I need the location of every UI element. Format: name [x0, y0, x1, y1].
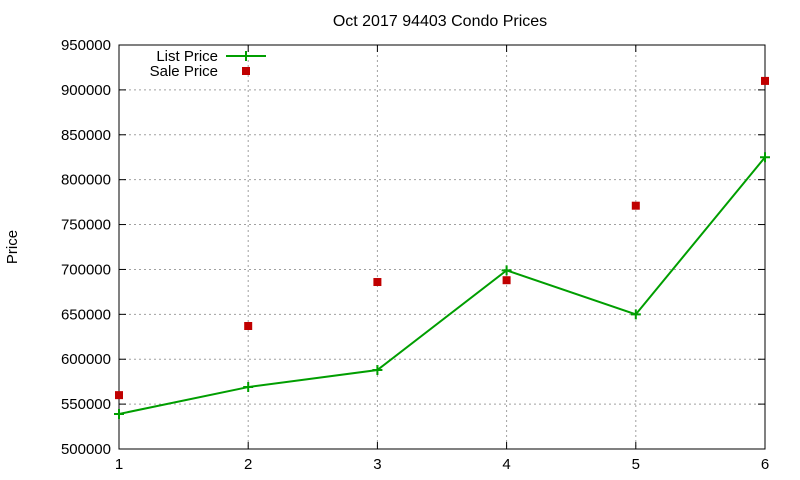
sale-price-point: [373, 278, 382, 287]
y-axis-label: Price: [4, 230, 21, 264]
y-tick-label: 900000: [61, 82, 111, 99]
y-tick-label: 800000: [61, 172, 111, 189]
list-price-point: [243, 382, 254, 393]
y-tick-label: 850000: [61, 127, 111, 144]
x-tick-label: 6: [761, 456, 769, 473]
legend-label-list-price: List Price: [156, 48, 218, 65]
legend-sale-price-marker: [242, 67, 250, 75]
x-tick-label: 2: [244, 456, 252, 473]
x-tick-label: 5: [632, 456, 640, 473]
sale-price-point: [761, 76, 769, 85]
x-tick-label: 1: [115, 456, 123, 473]
x-tick-label: 3: [373, 456, 381, 473]
y-tick-label: 650000: [61, 306, 111, 323]
plot-border: [118, 44, 766, 450]
legend-label-sale-price: Sale Price: [150, 63, 218, 80]
y-tick-label: 600000: [61, 351, 111, 368]
sale-price-point: [115, 391, 123, 400]
y-tick-label: 700000: [61, 261, 111, 278]
x-tick-label: 4: [502, 456, 510, 473]
chart-title: Oct 2017 94403 Condo Prices: [333, 13, 547, 30]
sale-price-point: [244, 322, 253, 331]
grid: [119, 45, 765, 449]
list-price-point: [114, 408, 124, 419]
y-tick-label: 750000: [61, 217, 111, 234]
y-tick-label: 950000: [61, 37, 111, 54]
list-price-point: [630, 309, 641, 320]
axes: 500000 550000 600000 650000 700000 750000 8000…: [61, 37, 769, 473]
y-tick-label: 500000: [61, 441, 111, 458]
sale-price-point: [502, 276, 511, 285]
list-price-point: [501, 265, 512, 276]
list-price-line: [118, 156, 766, 415]
list-price-point: [760, 152, 770, 163]
list-price-point: [372, 364, 383, 375]
legend-list-price-marker: [241, 51, 251, 61]
sale-price-point: [631, 201, 640, 210]
legend: List Price Sale Price: [150, 48, 266, 80]
y-tick-label: 550000: [61, 396, 111, 413]
series-group: [114, 76, 770, 419]
